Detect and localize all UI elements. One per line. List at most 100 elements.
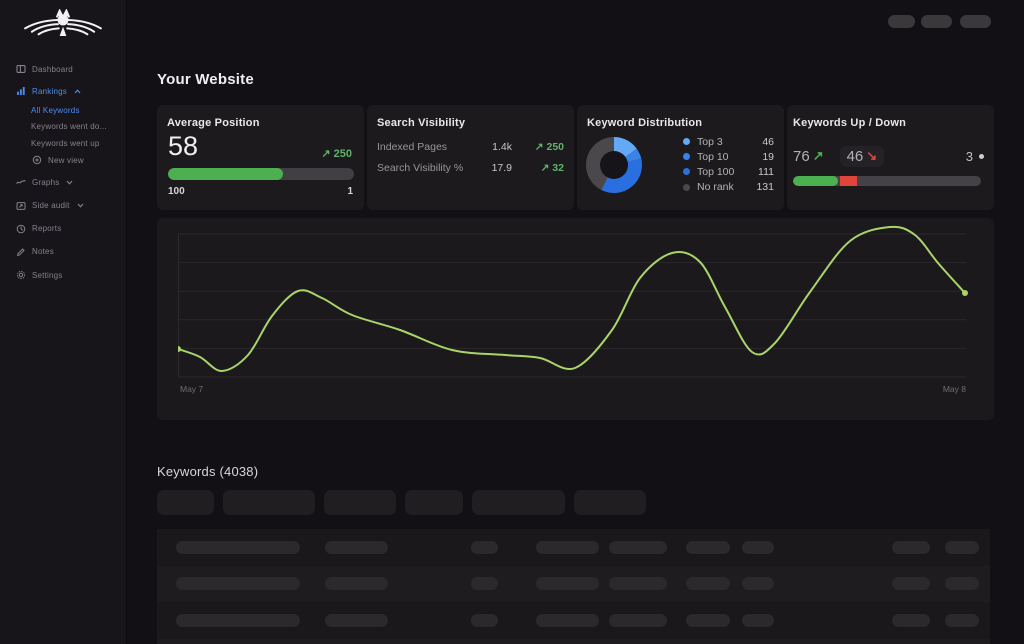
cell-skeleton-pill	[686, 577, 730, 590]
keywords-section-title: Keywords (4038)	[157, 464, 259, 479]
legend-row-no-rank: No rank 131	[683, 180, 774, 195]
keywords-filter-bar	[157, 490, 646, 515]
sidebar-item-reports[interactable]: Reports	[16, 223, 61, 235]
keywords-filter-skeleton-5[interactable]	[472, 490, 565, 515]
sidebar-item-all-keywords[interactable]: All Keywords	[31, 104, 80, 116]
legend-label: Top 3	[697, 135, 723, 148]
card-keywords-up-down: Keywords Up / Down 76 ↗ 46 ↘ 3	[787, 105, 994, 210]
sidebar-item-label: Keywords went do...	[31, 122, 107, 131]
trend-chart-panel: May 7 May 8	[157, 218, 994, 420]
x-axis-label-end: May 8	[942, 384, 966, 394]
arrow-up-right-icon: ↗	[321, 148, 331, 160]
cell-skeleton-pill	[471, 613, 498, 627]
side-audit-icon	[16, 201, 26, 211]
sidebar-item-side-audit[interactable]: Side audit	[16, 200, 84, 212]
keywords-table-row-1[interactable]	[157, 529, 990, 566]
settings-icon	[16, 270, 26, 280]
reports-icon	[16, 224, 26, 234]
cell-skeleton-pill	[471, 577, 498, 590]
sidebar-item-label: New view	[48, 155, 84, 165]
average-position-value: 58	[168, 131, 199, 161]
header-skeleton-pill-2[interactable]	[921, 15, 952, 28]
legend-value: 131	[756, 181, 774, 194]
keywords-table	[157, 529, 990, 644]
cell-skeleton-pill	[609, 540, 667, 554]
page-title: Your Website	[157, 71, 254, 88]
keywords-table-row-3[interactable]	[157, 602, 990, 639]
average-position-delta: ↗ 250	[321, 147, 352, 160]
cell-skeleton-pill	[742, 577, 774, 590]
rankings-icon	[16, 86, 26, 96]
sidebar-item-rankings[interactable]: Rankings	[16, 85, 81, 97]
chevron-up-icon	[74, 88, 81, 94]
header-skeleton-pill-3[interactable]	[960, 15, 991, 28]
keywords-up-value: 76	[793, 147, 810, 165]
cell-skeleton-pill	[945, 540, 979, 554]
metric-delta: ↗ 250	[534, 141, 564, 153]
trend-end-point	[962, 290, 968, 296]
trend-start-point	[178, 346, 181, 352]
line-chart[interactable]	[178, 224, 969, 384]
cell-skeleton-pill	[471, 540, 498, 554]
metric-label: Indexed Pages	[377, 141, 448, 153]
sidebar-item-graphs[interactable]: Graphs	[16, 176, 73, 188]
metric-row-search-visibility: Search Visibility % 17.9 ↗ 32	[377, 162, 564, 174]
cell-skeleton-pill	[686, 540, 730, 554]
legend-label: No rank	[697, 181, 734, 194]
arrow-up-right-icon: ↗	[534, 141, 544, 153]
cell-skeleton-pill	[892, 540, 930, 554]
sidebar-item-settings[interactable]: Settings	[16, 269, 63, 281]
legend-value: 111	[758, 165, 774, 178]
keywords-filter-skeleton-3[interactable]	[324, 490, 396, 515]
cell-skeleton-pill	[176, 613, 300, 627]
card-title: Keyword Distribution	[587, 117, 703, 129]
metric-delta: ↗ 32	[540, 162, 564, 174]
cell-skeleton-pill	[609, 613, 667, 627]
owl-logo[interactable]	[20, 9, 106, 41]
sidebar-item-label: Side audit	[32, 201, 70, 210]
legend-label: Top 10	[697, 150, 729, 163]
legend-dot-icon	[683, 153, 690, 161]
cell-skeleton-pill	[892, 577, 930, 590]
cell-skeleton-pill	[609, 577, 667, 590]
legend-dot-icon	[683, 138, 690, 146]
x-axis-label-start: May 7	[180, 384, 204, 394]
sidebar-item-label: Rankings	[32, 86, 67, 96]
legend-value: 19	[762, 150, 774, 163]
cell-skeleton-pill	[536, 540, 599, 554]
keywords-table-row-4[interactable]	[157, 638, 990, 644]
card-title: Search Visibility	[377, 117, 466, 129]
sidebar-item-dashboard[interactable]: Dashboard	[16, 63, 73, 75]
progressbar-fill	[168, 168, 284, 180]
sidebar-item-label: Dashboard	[32, 64, 73, 74]
sidebar-item-label: Notes	[32, 247, 54, 256]
plus-circle-icon	[32, 155, 42, 165]
keywords-table-row-2[interactable]	[157, 565, 990, 602]
sidebar-item-new-view[interactable]: New view	[32, 154, 84, 166]
sidebar-item-keywords-went-do[interactable]: Keywords went do...	[31, 121, 107, 133]
keywords-filter-skeleton-4[interactable]	[405, 490, 463, 515]
legend-dot-icon	[683, 183, 690, 191]
cell-skeleton-pill	[176, 577, 300, 590]
card-title: Keywords Up / Down	[793, 117, 906, 129]
cell-skeleton-pill	[686, 613, 730, 627]
delta-value: 250	[333, 148, 352, 160]
keywords-new-group: 3	[966, 149, 984, 164]
sidebar-item-label: Reports	[32, 224, 62, 233]
keywords-filter-skeleton-2[interactable]	[223, 490, 315, 515]
keywords-filter-skeleton-6[interactable]	[574, 490, 646, 515]
sidebar-item-keywords-went-up[interactable]: Keywords went up	[31, 137, 100, 149]
card-search-visibility: Search Visibility Indexed Pages 1.4k ↗ 250…	[367, 105, 574, 210]
cell-skeleton-pill	[742, 613, 774, 627]
legend-row-top-100: Top 100 111	[683, 164, 774, 179]
keywords-filter-skeleton-1[interactable]	[157, 490, 214, 515]
sidebar-item-notes[interactable]: Notes	[16, 246, 54, 258]
legend-dot-icon	[683, 168, 690, 176]
dot-icon	[979, 153, 984, 159]
header-skeleton-pill-1[interactable]	[888, 15, 915, 28]
cell-skeleton-pill	[892, 613, 930, 627]
sidebar-item-label: All Keywords	[31, 105, 80, 115]
keywords-up-down-bar	[793, 176, 981, 186]
notes-icon	[16, 247, 26, 257]
